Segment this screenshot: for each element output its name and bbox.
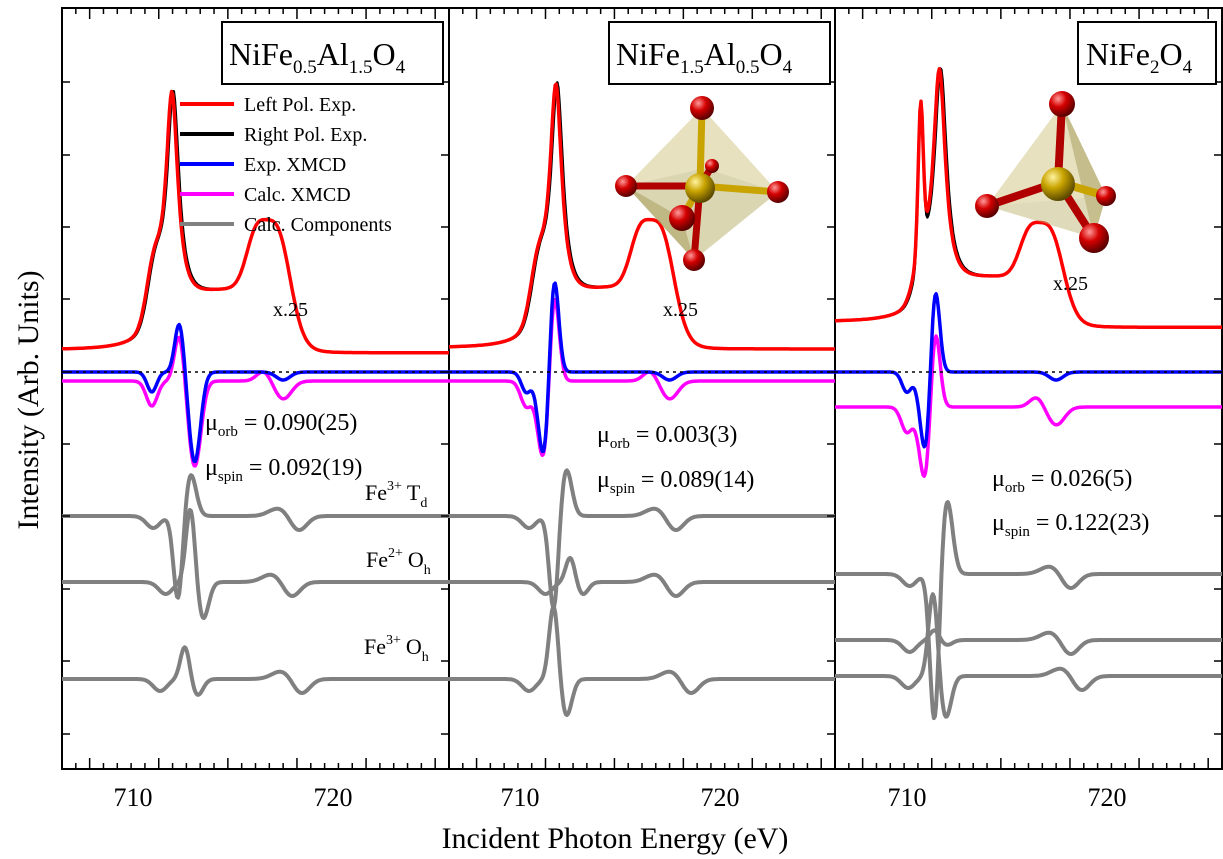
component-label-fe3-oh: Fe3+ Oh <box>364 633 429 665</box>
y-ticks <box>62 81 1222 735</box>
component-curve <box>448 468 836 609</box>
legend-label: Left Pol. Exp. <box>244 94 356 116</box>
component-label-fe3-td: Fe3+ Td <box>365 479 427 511</box>
panel-2-spin-moment: μspin = 0.089(14) <box>597 467 754 497</box>
component-curve <box>834 628 1223 656</box>
component-curve <box>61 645 450 697</box>
y-axis-label: Intensity (Arb. Units) <box>12 270 45 529</box>
component-curve <box>834 592 1223 719</box>
x-tick-label: 720 <box>1088 783 1127 812</box>
panel-3-title: NiFe2O4 <box>1086 36 1193 78</box>
panel-3-frame <box>834 7 1223 770</box>
component-label-fe2-oh: Fe2+ Oh <box>366 546 431 578</box>
x-tick-label: 710 <box>888 783 927 812</box>
legend: Left Pol. Exp. Right Pol. Exp. Exp. XMCD… <box>180 94 392 236</box>
panel-1-spin-moment: μspin = 0.092(19) <box>205 455 362 485</box>
component-curve <box>448 556 836 598</box>
scale-label: x.25 <box>663 299 698 321</box>
panel-1-frame <box>61 7 450 770</box>
calc-xmcd-curve <box>448 297 836 458</box>
legend-label: Right Pol. Exp. <box>244 124 367 146</box>
calc-xmcd-curve <box>61 335 450 468</box>
panel-2-orbital-moment: μorb = 0.003(3) <box>597 422 737 452</box>
panel-1-orbital-moment: μorb = 0.090(25) <box>205 410 357 440</box>
x-tick-label: 720 <box>701 783 740 812</box>
axis-ticks <box>61 8 1223 769</box>
legend-label: Exp. XMCD <box>244 154 346 176</box>
legend-label: Calc. XMCD <box>244 184 351 206</box>
tetrahedron-illustration <box>975 91 1116 253</box>
scale-label: x.25 <box>273 299 308 321</box>
legend-label: Calc. Components <box>244 214 392 236</box>
panel-2-title-box <box>608 21 831 85</box>
component-curve <box>834 500 1223 721</box>
calc-xmcd-curve <box>834 334 1223 478</box>
x-tick-label: 710 <box>114 783 153 812</box>
left-pol-curve <box>448 82 836 351</box>
panel-1-title-box <box>221 21 444 85</box>
exp-xmcd-curve <box>834 292 1223 449</box>
scale-label: x.25 <box>1053 273 1088 295</box>
panel-3-title-box <box>1077 21 1217 85</box>
x-tick-label: 720 <box>314 783 353 812</box>
x-axis-label: Incident Photon Energy (eV) <box>442 822 789 855</box>
right-pol-curve <box>448 81 836 351</box>
left-pol-curve <box>61 89 450 355</box>
component-curve <box>448 605 836 717</box>
panel-1-title: NiFe0.5Al1.5O4 <box>229 36 406 78</box>
panel-2-frame <box>448 7 836 770</box>
component-curve <box>61 473 450 600</box>
octahedron-illustration <box>615 96 789 271</box>
panel-3-orbital-moment: μorb = 0.026(5) <box>992 466 1132 496</box>
panel-2-title: NiFe1.5Al0.5O4 <box>616 36 793 78</box>
component-curve <box>61 508 450 620</box>
panel-3-spin-moment: μspin = 0.122(23) <box>992 510 1149 540</box>
left-pol-curve <box>834 67 1223 330</box>
x-tick-label: 710 <box>501 783 540 812</box>
